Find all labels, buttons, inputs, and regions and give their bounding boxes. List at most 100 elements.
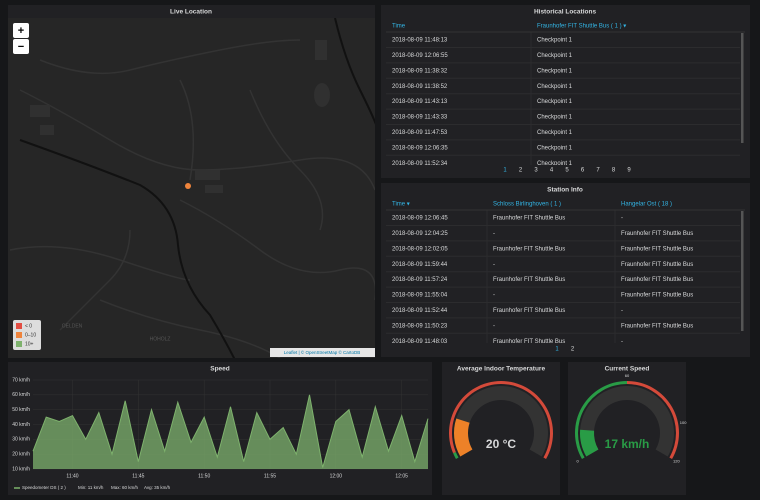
page-link[interactable]: 9 [627,168,631,174]
column-header[interactable]: Fraunhofer FIT Shuttle Bus ( 1 ) ▾ [537,24,626,30]
page-link[interactable]: 1 [503,168,507,174]
cell: Fraunhofer FIT Shuttle Bus [621,277,693,283]
cell: Fraunhofer FIT Shuttle Bus [493,216,565,222]
cell: 2018-08-09 11:52:44 [392,308,448,314]
cell: 2018-08-09 11:48:13 [392,38,448,44]
historical-panel [381,5,750,178]
cell: 2018-08-09 11:38:52 [392,84,448,90]
gauge-track [454,386,548,457]
gauge-tick-label: 120 [673,459,680,464]
gauge-value-label: 17 km/h [605,437,650,451]
cell: - [621,339,623,345]
page-link[interactable]: 8 [612,168,616,174]
scrollbar[interactable] [741,33,744,143]
cell: 2018-08-09 11:48:03 [392,339,448,345]
x-tick-label: 12:05 [395,473,408,479]
y-tick-label: 60 km/h [12,392,30,398]
cell: 2018-08-09 11:55:04 [392,293,448,299]
cell: Fraunhofer FIT Shuttle Bus [621,293,693,299]
panel-title: Station Info [547,187,583,194]
buildings [30,40,330,193]
cell: 2018-08-09 12:06:35 [392,145,448,151]
cell: 2018-08-09 11:50:23 [392,323,448,329]
cell: 2018-08-09 11:57:24 [392,277,448,283]
page-link[interactable]: 1 [555,347,559,353]
cell: Checkpoint 1 [537,145,573,151]
cell: 2018-08-09 11:59:44 [392,262,448,268]
cell: - [621,216,623,222]
series-line [32,394,429,468]
place-label: OELDEN [62,323,83,329]
legend-swatch [16,323,22,329]
y-tick-label: 40 km/h [12,422,30,428]
page-link[interactable]: 7 [596,168,600,174]
panel-title: Live Location [170,9,212,16]
threshold-band [575,381,627,459]
cell: Fraunhofer FIT Shuttle Bus [493,339,565,345]
column-header[interactable]: Time ▾ [392,202,410,208]
cell: Fraunhofer FIT Shuttle Bus [493,277,565,283]
gauge-value [580,429,599,457]
x-tick-label: 11:40 [66,473,78,479]
column-header[interactable]: Time [392,24,406,30]
map[interactable]: + − OELDEN HOHOLZ Leaflet | © OpenStreet… [8,18,378,360]
threshold-band [453,451,459,459]
legend-stat: Min: 11 km/h [78,485,104,490]
gauge-tick-label: 0 [577,459,580,464]
legend-label[interactable]: Speedometer DS ( 2 ) [22,485,66,490]
cell: Fraunhofer FIT Shuttle Bus [621,246,693,252]
cell: Fraunhofer FIT Shuttle Bus [621,323,693,329]
attribution-bg [270,348,375,357]
column-header[interactable]: Hangelar Ost ( 18 ) [621,202,672,208]
scrollbar[interactable] [741,211,744,331]
cell: Checkpoint 1 [537,115,573,121]
gauge-value-label: 20 °C [486,437,516,451]
gauge-tick-label: 100 [680,420,687,425]
cell: Checkpoint 1 [537,84,573,90]
page-link[interactable]: 2 [571,347,575,353]
legend-swatch [16,341,22,347]
cell: 2018-08-09 11:43:13 [392,99,448,105]
page-link[interactable]: 4 [550,168,554,174]
zoom-out-button[interactable] [13,39,29,54]
page-link[interactable]: 2 [519,168,523,174]
map-bg [8,18,375,358]
cell: 2018-08-09 12:06:45 [392,216,448,222]
legend-label: 10+ [25,341,34,347]
legend-stat: Max: 60 km/h [111,485,139,490]
panel-title: Average Indoor Temperature [457,366,546,373]
x-tick-label: 11:50 [198,473,210,479]
y-tick-label: 30 km/h [12,437,30,443]
page-link[interactable]: 3 [534,168,538,174]
gauge-track [580,386,674,457]
cell: 2018-08-09 12:04:25 [392,231,448,237]
panel-title: Speed [210,366,230,373]
cell: Fraunhofer FIT Shuttle Bus [621,262,693,268]
cell: 2018-08-09 11:43:33 [392,115,448,121]
cell: Fraunhofer FIT Shuttle Bus [493,246,565,252]
column-header[interactable]: Schloss Birlinghoven ( 1 ) [493,202,561,208]
location-marker[interactable] [185,183,191,189]
cell: Checkpoint 1 [537,38,573,44]
table: 2018-08-09 12:06:45 Fraunhofer FIT Shuttl… [386,210,740,345]
y-tick-label: 70 km/h [12,377,30,383]
legend-label: < 0 [25,323,32,329]
cell: 2018-08-09 12:06:55 [392,53,448,59]
attribution[interactable]: Leaflet | © OpenStreetMap © CartoDB [284,349,361,355]
zoom-in-button[interactable] [13,23,29,38]
y-tick-label: 20 km/h [12,451,30,457]
y-tick-label: 10 km/h [12,466,30,472]
page-link[interactable]: 6 [581,168,585,174]
threshold-band [627,381,680,459]
zoom-out-label[interactable]: − [18,41,24,53]
place-label: HOHOLZ [150,336,171,342]
cell: Fraunhofer FIT Shuttle Bus [493,308,565,314]
page-link[interactable]: 5 [565,168,569,174]
legend-label: 0–10 [25,332,36,338]
zoom-in-label[interactable]: + [18,25,24,37]
x-tick-label: 12:00 [330,473,343,479]
station-panel [381,183,750,357]
panel-title: Historical Locations [534,9,597,16]
cell: 2018-08-09 11:47:53 [392,130,448,136]
